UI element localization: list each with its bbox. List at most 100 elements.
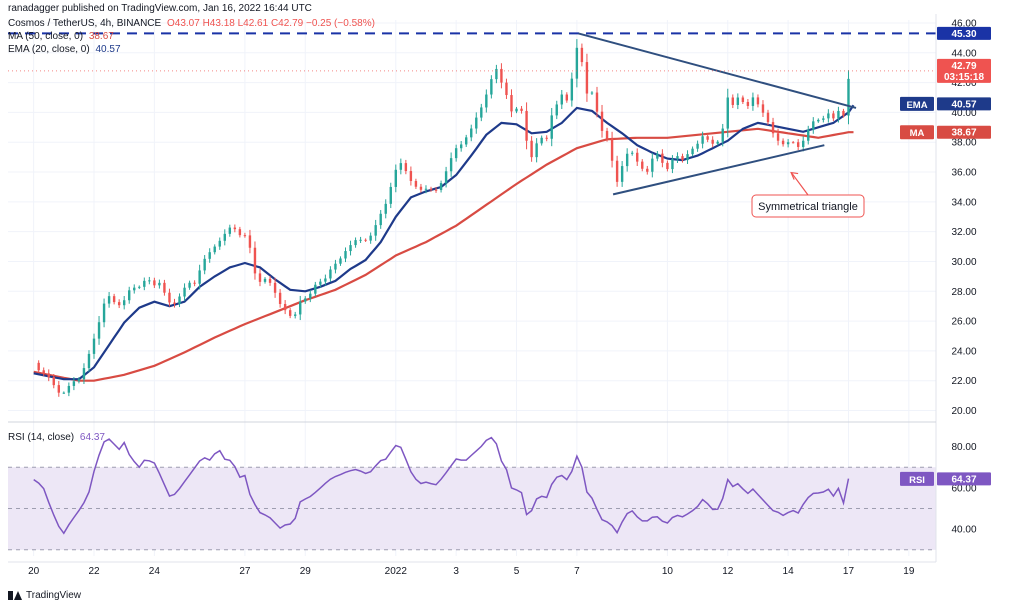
candle-up — [676, 156, 679, 160]
candle-down — [610, 138, 614, 161]
candle-down — [248, 235, 252, 248]
candle-down — [756, 97, 760, 105]
candle-down — [545, 137, 548, 139]
rsi-pane: 40.00 60.00 80.00 — [8, 436, 977, 551]
ema-badge-text: 40.57 — [951, 99, 976, 110]
candle-up — [454, 148, 458, 159]
candle-down — [168, 292, 171, 303]
candle-up — [802, 140, 805, 147]
candle-up — [334, 263, 337, 270]
ema20-line — [33, 104, 855, 381]
candle-up — [847, 78, 850, 116]
candle-down — [636, 152, 639, 162]
price-tick-label: 34.00 — [951, 197, 976, 208]
candle-up — [701, 136, 704, 144]
candle-down — [505, 82, 508, 96]
candle-down — [605, 130, 609, 139]
price-tick-label: 38.00 — [951, 138, 976, 149]
candle-up — [72, 381, 76, 386]
candle-down — [525, 110, 528, 141]
price-tick-label: 42.00 — [951, 78, 976, 89]
candle-up — [309, 293, 312, 299]
candle-down — [781, 140, 785, 145]
ma-badge-tag — [900, 125, 934, 140]
candle-up — [812, 121, 815, 130]
candle-up — [228, 227, 232, 234]
candle-up — [324, 278, 327, 282]
candle-up — [389, 186, 392, 204]
candle-up — [198, 270, 201, 284]
candle-down — [42, 370, 45, 374]
candle-up — [67, 385, 71, 393]
candle-up — [304, 298, 307, 302]
ohlc-values: O43.07 H43.18 L42.61 C42.79 −0.25 (−0.58… — [166, 18, 375, 29]
candle-up — [495, 68, 498, 80]
candle-up — [122, 300, 126, 306]
candle-down — [706, 136, 709, 140]
time-tick-label: 3 — [453, 566, 459, 577]
candle-up — [128, 290, 131, 301]
candle-down — [615, 160, 619, 182]
candle-up — [475, 117, 478, 129]
ema-legend[interactable]: EMA (20, close, 0) 40.57 — [8, 44, 124, 55]
candle-down — [37, 362, 40, 371]
candle-up — [349, 245, 352, 252]
rsi-legend[interactable]: RSI (14, close) 64.37 — [8, 432, 108, 443]
rsi-line — [33, 436, 850, 535]
ma-legend-label: MA (50, close, 0) — [8, 31, 84, 42]
candle-up — [183, 287, 186, 297]
candle-down — [530, 140, 533, 158]
candle-down — [585, 62, 589, 94]
price-tick-label: 22.00 — [951, 376, 976, 387]
candle-down — [233, 227, 237, 230]
candle-down — [666, 162, 669, 170]
candle-up — [485, 94, 488, 108]
time-tick-label: 5 — [514, 566, 520, 577]
candle-up — [465, 137, 468, 145]
candle-down — [268, 278, 272, 283]
time-tick-label: 10 — [662, 566, 674, 577]
rsi-tick-label: 40.00 — [951, 525, 976, 536]
rsi-badge-tag — [900, 471, 934, 486]
price-tick-label: 40.00 — [951, 108, 976, 119]
symbol-title[interactable]: Cosmos / TetherUS, 4h, BINANCE — [8, 18, 162, 29]
candle-down — [52, 377, 55, 386]
ma-legend[interactable]: MA (50, close, 0) 38.67 — [8, 31, 117, 42]
candle-up — [87, 353, 91, 369]
candle-up — [535, 143, 538, 158]
candle-down — [741, 97, 745, 102]
candle-up — [651, 158, 654, 172]
candle-up — [726, 97, 729, 129]
candle-down — [771, 122, 775, 134]
candle-up — [620, 166, 624, 182]
time-tick-label: 20 — [28, 566, 40, 577]
annotation-arrowhead — [790, 171, 799, 180]
resistance-badge-text: 45.30 — [951, 29, 976, 40]
candle-up — [691, 148, 694, 155]
price-tick-label: 28.00 — [951, 287, 976, 298]
candle-down — [500, 68, 503, 83]
candle-up — [178, 296, 181, 304]
candle-up — [218, 240, 221, 247]
candle-down — [711, 139, 714, 144]
candle-up — [62, 392, 66, 394]
tradingview-brand[interactable]: TradingView — [8, 590, 81, 601]
candle-up — [97, 322, 101, 339]
ma-badge-text: 38.67 — [951, 128, 976, 139]
candle-up — [369, 235, 372, 241]
candle-up — [786, 142, 790, 145]
candle-down — [796, 142, 800, 147]
candle-up — [107, 296, 111, 304]
ema-legend-label: EMA (20, close, 0) — [8, 44, 90, 55]
time-tick-label: 19 — [903, 566, 915, 577]
candle-up — [560, 94, 563, 105]
candle-up — [827, 113, 830, 119]
candle-up — [319, 281, 322, 285]
candle-up — [344, 251, 347, 259]
rsi-legend-label: RSI (14, close) — [8, 432, 75, 443]
candle-down — [409, 171, 413, 181]
triangle-lower-line — [612, 144, 825, 196]
candle-down — [117, 302, 121, 306]
candle-down — [47, 373, 50, 378]
